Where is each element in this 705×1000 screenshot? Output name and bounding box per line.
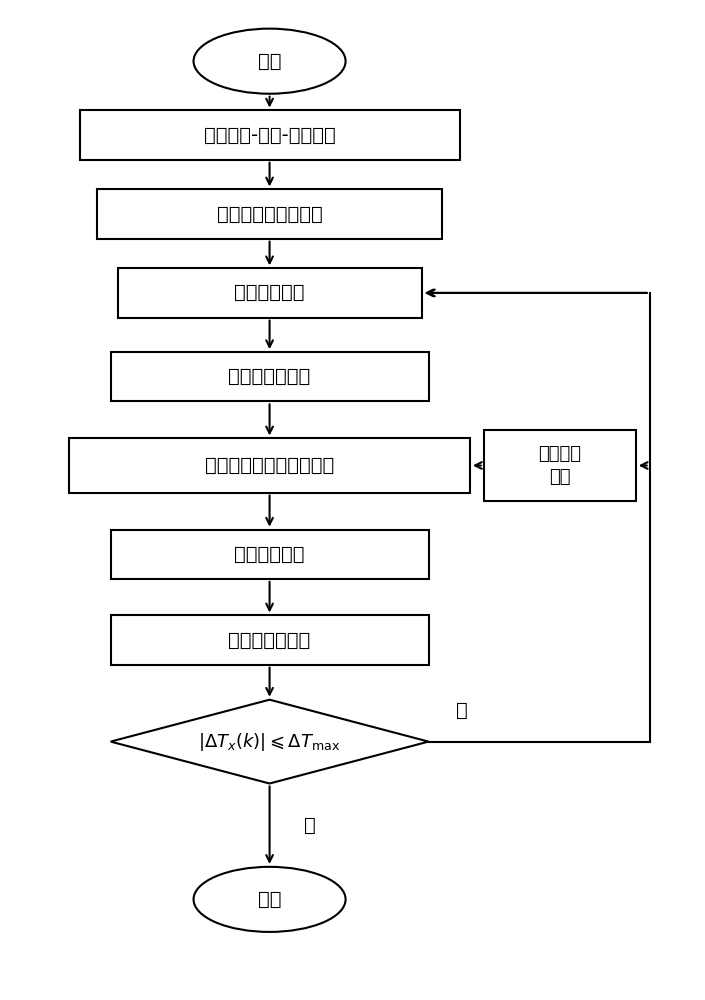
Bar <box>111 615 429 665</box>
Bar <box>484 430 636 501</box>
Bar <box>80 110 460 160</box>
Bar <box>97 189 442 239</box>
Text: 是: 是 <box>304 816 316 835</box>
Text: 判定导通状态: 判定导通状态 <box>234 283 305 302</box>
Ellipse shape <box>194 867 345 932</box>
Text: 实际电流的跟踪: 实际电流的跟踪 <box>228 631 311 650</box>
Text: 参数控制
算法: 参数控制 算法 <box>539 445 582 486</box>
Text: $|\Delta T_x(k)|\leqslant\Delta T_{\rm max}$: $|\Delta T_x(k)|\leqslant\Delta T_{\rm m… <box>198 731 341 753</box>
Bar <box>118 268 422 318</box>
Text: 计算相电流偏差: 计算相电流偏差 <box>228 367 311 386</box>
Ellipse shape <box>194 29 345 94</box>
Text: 计算控制电流: 计算控制电流 <box>234 545 305 564</box>
Bar <box>111 530 429 579</box>
Text: 高次分段谐波电流的注入: 高次分段谐波电流的注入 <box>205 456 334 475</box>
Text: 否: 否 <box>456 701 468 720</box>
Text: 开始: 开始 <box>258 52 281 71</box>
Polygon shape <box>111 700 429 784</box>
Bar <box>111 352 429 401</box>
Text: 参数设定及数据获取: 参数设定及数据获取 <box>216 205 322 224</box>
Text: 结束: 结束 <box>258 890 281 909</box>
Text: 电机转矩-电流-位置建表: 电机转矩-电流-位置建表 <box>204 126 336 145</box>
Bar <box>69 438 470 493</box>
